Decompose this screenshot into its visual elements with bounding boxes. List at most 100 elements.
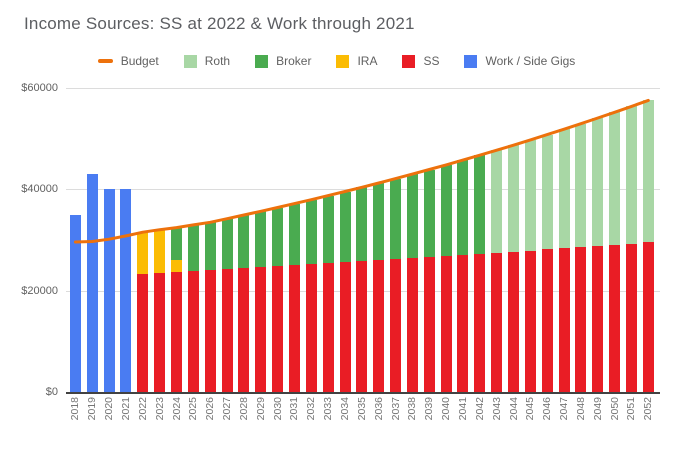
broker-segment[interactable] (238, 215, 250, 269)
ss-segment[interactable] (154, 273, 166, 392)
broker-segment[interactable] (457, 160, 469, 255)
broker-segment[interactable] (423, 169, 435, 258)
bar-2047[interactable] (558, 129, 570, 392)
ss-segment[interactable] (406, 258, 418, 392)
bar-2041[interactable] (457, 160, 469, 392)
broker-segment[interactable] (440, 164, 452, 256)
broker-segment[interactable] (356, 187, 368, 262)
bar-2021[interactable] (120, 189, 132, 392)
roth-segment[interactable] (592, 118, 604, 246)
ss-segment[interactable] (423, 257, 435, 392)
roth-segment[interactable] (642, 100, 654, 243)
ss-segment[interactable] (171, 272, 182, 392)
broker-segment[interactable] (339, 191, 351, 263)
ss-segment[interactable] (305, 264, 317, 392)
ira-segment[interactable] (137, 232, 149, 275)
bar-2022[interactable] (137, 232, 149, 392)
work-segment[interactable] (69, 214, 81, 392)
ss-segment[interactable] (440, 255, 452, 392)
broker-segment[interactable] (288, 203, 300, 266)
bar-2024[interactable] (171, 227, 182, 392)
legend-item-ss[interactable]: SS (402, 54, 439, 68)
broker-segment[interactable] (474, 155, 486, 254)
bar-2027[interactable] (221, 218, 233, 392)
ss-segment[interactable] (508, 251, 519, 392)
broker-segment[interactable] (406, 174, 418, 259)
roth-segment[interactable] (491, 150, 503, 253)
broker-segment[interactable] (255, 211, 267, 268)
bar-2031[interactable] (288, 203, 300, 392)
ss-segment[interactable] (187, 271, 199, 392)
ss-segment[interactable] (272, 266, 284, 392)
bar-2044[interactable] (508, 145, 519, 392)
roth-segment[interactable] (625, 106, 637, 244)
bar-2036[interactable] (373, 183, 385, 392)
bar-2019[interactable] (86, 174, 98, 392)
bar-2034[interactable] (339, 191, 351, 392)
roth-segment[interactable] (558, 129, 570, 249)
bar-2040[interactable] (440, 164, 452, 392)
ss-segment[interactable] (474, 253, 486, 392)
ss-segment[interactable] (238, 268, 250, 392)
broker-segment[interactable] (204, 222, 216, 271)
ss-segment[interactable] (491, 252, 503, 392)
bar-2035[interactable] (356, 187, 368, 392)
bar-2018[interactable] (69, 214, 81, 392)
bar-2032[interactable] (305, 199, 317, 392)
ira-segment[interactable] (171, 260, 182, 273)
legend-item-roth[interactable]: Roth (183, 54, 230, 68)
ss-segment[interactable] (609, 244, 621, 392)
ss-segment[interactable] (625, 243, 637, 392)
bar-2033[interactable] (322, 195, 334, 392)
ss-segment[interactable] (356, 261, 368, 392)
legend-item-broker[interactable]: Broker (255, 54, 311, 68)
broker-segment[interactable] (390, 178, 402, 260)
ss-segment[interactable] (457, 254, 469, 392)
roth-segment[interactable] (541, 134, 553, 250)
bar-2050[interactable] (609, 112, 621, 392)
broker-segment[interactable] (221, 218, 233, 270)
legend-item-budget[interactable]: Budget (97, 54, 159, 68)
bar-2042[interactable] (474, 155, 486, 392)
bar-2028[interactable] (238, 215, 250, 392)
ss-segment[interactable] (373, 260, 385, 392)
bar-2039[interactable] (423, 169, 435, 392)
bar-2038[interactable] (406, 174, 418, 392)
ss-segment[interactable] (390, 259, 402, 392)
bar-2049[interactable] (592, 118, 604, 392)
work-segment[interactable] (103, 189, 115, 392)
roth-segment[interactable] (575, 123, 587, 248)
broker-segment[interactable] (322, 195, 334, 264)
legend-item-work[interactable]: Work / Side Gigs (464, 54, 575, 68)
bar-2045[interactable] (524, 139, 536, 392)
ss-segment[interactable] (204, 270, 216, 392)
broker-segment[interactable] (187, 224, 199, 272)
bar-2026[interactable] (204, 222, 216, 392)
work-segment[interactable] (86, 174, 98, 392)
ss-segment[interactable] (221, 269, 233, 392)
legend-item-ira[interactable]: IRA (336, 54, 377, 68)
broker-segment[interactable] (171, 227, 182, 261)
ss-segment[interactable] (575, 247, 587, 392)
ss-segment[interactable] (288, 265, 300, 392)
roth-segment[interactable] (508, 145, 519, 252)
ss-segment[interactable] (339, 262, 351, 392)
ss-segment[interactable] (642, 242, 654, 392)
bar-2046[interactable] (541, 134, 553, 392)
ss-segment[interactable] (592, 245, 604, 392)
ss-segment[interactable] (322, 263, 334, 392)
broker-segment[interactable] (272, 207, 284, 267)
ss-segment[interactable] (255, 267, 267, 392)
bar-2029[interactable] (255, 211, 267, 392)
broker-segment[interactable] (373, 183, 385, 261)
bar-2020[interactable] (103, 189, 115, 392)
ira-segment[interactable] (154, 229, 166, 274)
bar-2048[interactable] (575, 123, 587, 392)
ss-segment[interactable] (558, 248, 570, 392)
ss-segment[interactable] (541, 249, 553, 392)
bar-2030[interactable] (272, 207, 284, 392)
ss-segment[interactable] (524, 250, 536, 392)
work-segment[interactable] (120, 189, 132, 392)
bar-2037[interactable] (390, 178, 402, 392)
bar-2025[interactable] (187, 224, 199, 392)
